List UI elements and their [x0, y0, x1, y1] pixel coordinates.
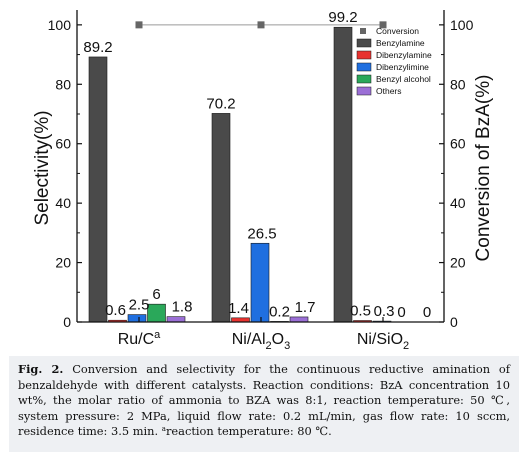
legend-label-benzylamine: Benzylamine [376, 38, 425, 48]
y-axis-label-right: Conversion of BzA(%) [473, 75, 494, 262]
bars-layer [88, 26, 430, 323]
data-label-benzylamine-2: 99.2 [328, 9, 357, 26]
bar-chart: 89.2 70.2 99.2 0.6 1.4 0.5 2.5 26.5 0.3 6 0.2 0 1.8 1… [32, 9, 494, 352]
caption-figure-label: Fig. 2. [18, 362, 64, 376]
y-tick-label-left-0: 0 [63, 314, 71, 330]
data-label-benzyl-alcohol-2: 0 [397, 304, 405, 321]
bar-others-1 [289, 316, 309, 323]
x-tick-label-0: Ru/Ca [118, 329, 161, 348]
y-tick-label-right-0: 0 [450, 314, 458, 330]
legend-label-dibenzylimine: Dibenzylimine [376, 62, 429, 72]
y-tick-label-right-60: 60 [450, 136, 466, 152]
y-tick-label-right-80: 80 [450, 76, 466, 92]
bar-benzylamine-2 [333, 26, 353, 323]
legend: Conversion Benzylamine Dibenzylamine Dibenz… [356, 26, 432, 96]
legend-label-benzyl-alcohol: Benzyl alcohol [376, 74, 431, 84]
data-label-others-2: 0 [423, 304, 431, 321]
bar-benzylamine-1 [211, 113, 231, 323]
data-label-benzyl-alcohol-1: 0.2 [269, 303, 290, 320]
bar-benzylamine-0 [88, 56, 108, 323]
bar-others-0 [166, 316, 186, 323]
data-label-dibenzylamine-2: 0.5 [350, 303, 371, 320]
figure-caption: Fig. 2. Conversion and selectivity for t… [9, 356, 519, 452]
conversion-point-2 [379, 21, 387, 29]
data-label-benzylamine-0: 89.2 [83, 39, 112, 56]
caption-footnote-text: reaction temperature: 80 ℃. [165, 424, 332, 439]
conversion-point-0 [135, 21, 143, 29]
data-label-dibenzylimine-0: 2.5 [129, 297, 150, 314]
y-tick-label-left-80: 80 [55, 76, 71, 92]
legend-swatch-conversion [360, 28, 366, 34]
legend-label-dibenzylamine: Dibenzylamine [376, 50, 432, 60]
data-label-dibenzylimine-2: 0.3 [374, 303, 395, 320]
legend-swatch-benzylamine [356, 38, 372, 48]
y-tick-label-left-40: 40 [55, 195, 71, 211]
bar-dibenzylimine-0 [127, 314, 147, 323]
legend-label-conversion: Conversion [376, 26, 419, 36]
y-tick-label-left-60: 60 [55, 136, 71, 152]
legend-swatch-dibenzylamine [356, 50, 372, 60]
caption-text: Conversion and selectivity for the conti… [18, 362, 511, 439]
data-label-dibenzylamine-0: 0.6 [105, 302, 126, 319]
legend-swatch-benzyl-alcohol [356, 74, 372, 84]
conversion-layer [135, 21, 387, 29]
bar-dibenzylimine-1 [250, 242, 270, 323]
x-tick-label-2: Ni/SiO2 [357, 331, 409, 352]
bar-benzyl-alcohol-0 [147, 303, 166, 323]
data-label-benzyl-alcohol-0: 6 [152, 286, 160, 303]
caption-footnote-mark: a [161, 425, 166, 434]
y-tick-label-left-100: 100 [48, 17, 72, 33]
x-tick-label-1: Ni/Al2O3 [232, 331, 290, 352]
conversion-point-1 [257, 21, 265, 29]
data-labels-layer: 89.2 70.2 99.2 0.6 1.4 0.5 2.5 26.5 0.3 6 0.2 0 1.8 1… [83, 9, 431, 321]
y-tick-label-right-20: 20 [450, 255, 466, 271]
y-tick-label-right-100: 100 [450, 17, 474, 33]
legend-label-others: Others [376, 86, 402, 96]
y-tick-label-right-40: 40 [450, 195, 466, 211]
data-label-benzylamine-1: 70.2 [206, 95, 235, 112]
data-label-others-0: 1.8 [172, 299, 193, 316]
y-axis-label-left: Selectivity(%) [32, 110, 53, 225]
legend-swatch-dibenzylimine [356, 62, 372, 72]
legend-swatch-others [356, 86, 372, 96]
data-label-others-1: 1.7 [295, 299, 316, 316]
data-label-dibenzylamine-1: 1.4 [228, 300, 249, 317]
y-tick-label-left-20: 20 [55, 255, 71, 271]
data-label-dibenzylimine-1: 26.5 [247, 225, 276, 242]
